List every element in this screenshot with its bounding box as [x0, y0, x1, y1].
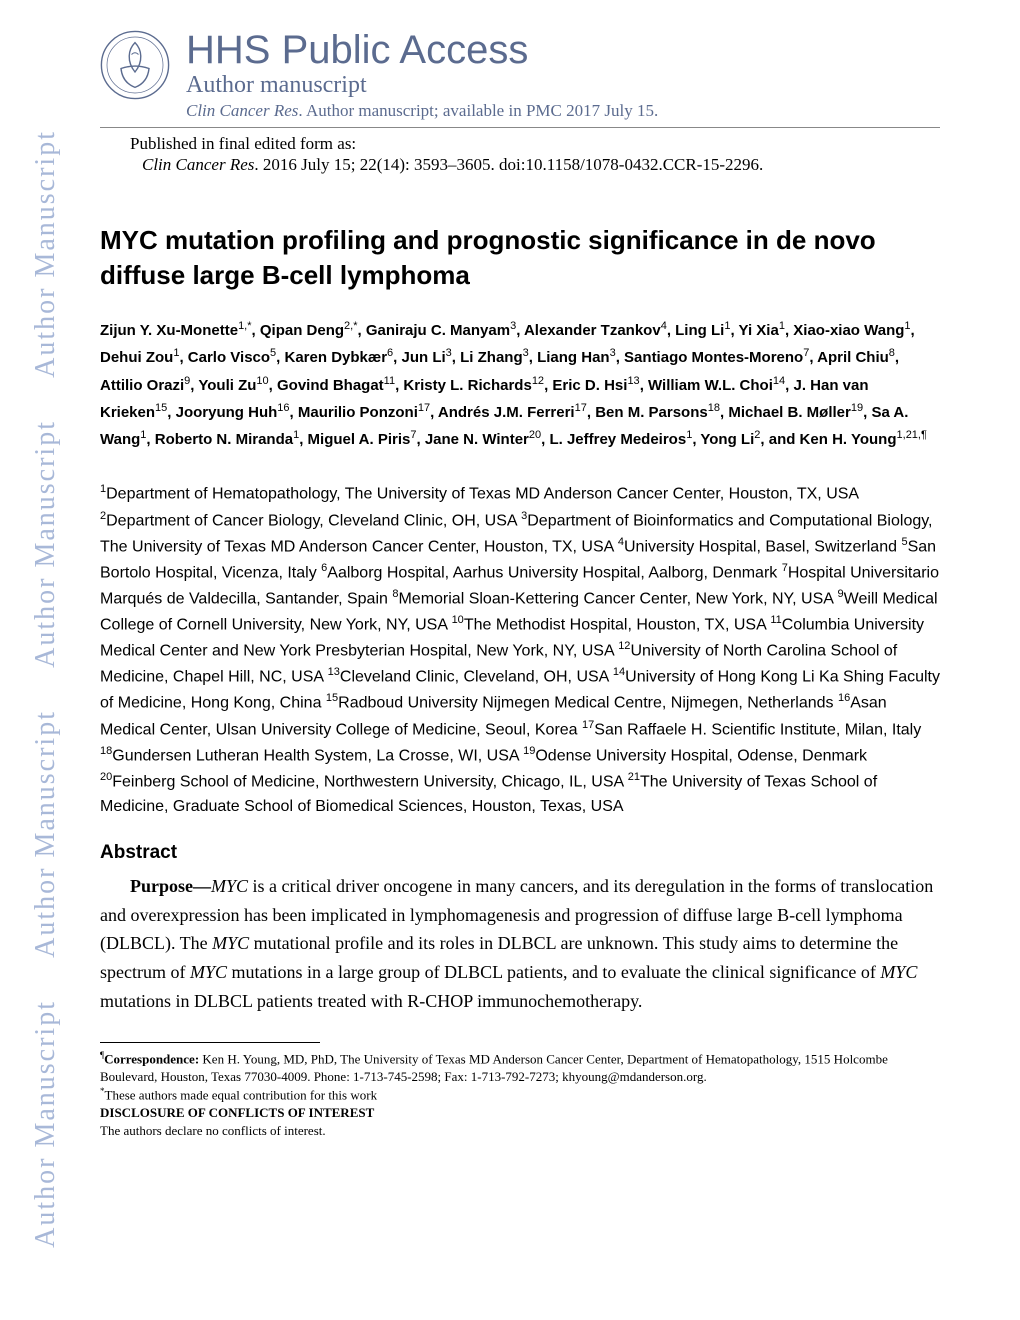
citation-line: Clin Cancer Res. 2016 July 15; 22(14): 3…	[142, 155, 940, 175]
disclosure-heading-text: DISCLOSURE OF CONFLICTS OF INTEREST	[100, 1105, 374, 1120]
hhs-logo-icon	[100, 30, 170, 100]
footnote-correspondence: ¶Correspondence: Ken H. Young, MD, PhD, …	[100, 1049, 940, 1085]
article-title-line1: MYC mutation profiling and prognostic si…	[100, 225, 876, 255]
published-in-label: Published in final edited form as:	[130, 134, 940, 154]
citation-details: . 2016 July 15; 22(14): 3593–3605. doi:1…	[254, 155, 763, 174]
journal-availability-text: . Author manuscript; available in PMC 20…	[298, 101, 658, 120]
citation-journal: Clin Cancer Res	[142, 155, 254, 174]
correspondence-text: Ken H. Young, MD, PhD, The University of…	[100, 1051, 888, 1084]
article-title-line2: diffuse large B-cell lymphoma	[100, 260, 470, 290]
abstract-purpose-text: MYC is a critical driver oncogene in man…	[100, 876, 933, 1011]
abstract-purpose-label: Purpose—	[130, 876, 211, 896]
header: HHS Public Access Author manuscript Clin…	[100, 30, 940, 128]
correspondence-label: Correspondence:	[104, 1051, 199, 1066]
watermark-author-manuscript: Author Manuscript	[30, 710, 62, 958]
author-manuscript-label: Author manuscript	[186, 72, 940, 99]
equal-contribution-text: These authors made equal contribution fo…	[105, 1087, 378, 1102]
header-text-block: HHS Public Access Author manuscript Clin…	[186, 30, 940, 121]
author-list: Zijun Y. Xu-Monette1,*, Qipan Deng2,*, G…	[100, 317, 940, 453]
article-title: MYC mutation profiling and prognostic si…	[100, 223, 940, 293]
watermark-author-manuscript: Author Manuscript	[30, 130, 62, 378]
footnote-equal-contribution: *These authors made equal contribution f…	[100, 1085, 940, 1104]
affiliations-list: 1Department of Hematopathology, The Univ…	[100, 481, 940, 819]
watermark-author-manuscript: Author Manuscript	[30, 420, 62, 668]
abstract-purpose: Purpose—MYC is a critical driver oncogen…	[100, 872, 940, 1016]
footnote-disclosure-text: The authors declare no conflicts of inte…	[100, 1122, 940, 1140]
footnote-disclosure-heading: DISCLOSURE OF CONFLICTS OF INTEREST	[100, 1104, 940, 1122]
journal-name: Clin Cancer Res	[186, 101, 298, 120]
page-content: HHS Public Access Author manuscript Clin…	[100, 0, 940, 1139]
watermark-author-manuscript: Author Manuscript	[30, 1000, 62, 1248]
abstract-heading: Abstract	[100, 842, 940, 864]
journal-availability-line: Clin Cancer Res. Author manuscript; avai…	[186, 101, 940, 121]
hhs-public-access-title: HHS Public Access	[186, 30, 940, 70]
footnote-separator	[100, 1042, 320, 1043]
